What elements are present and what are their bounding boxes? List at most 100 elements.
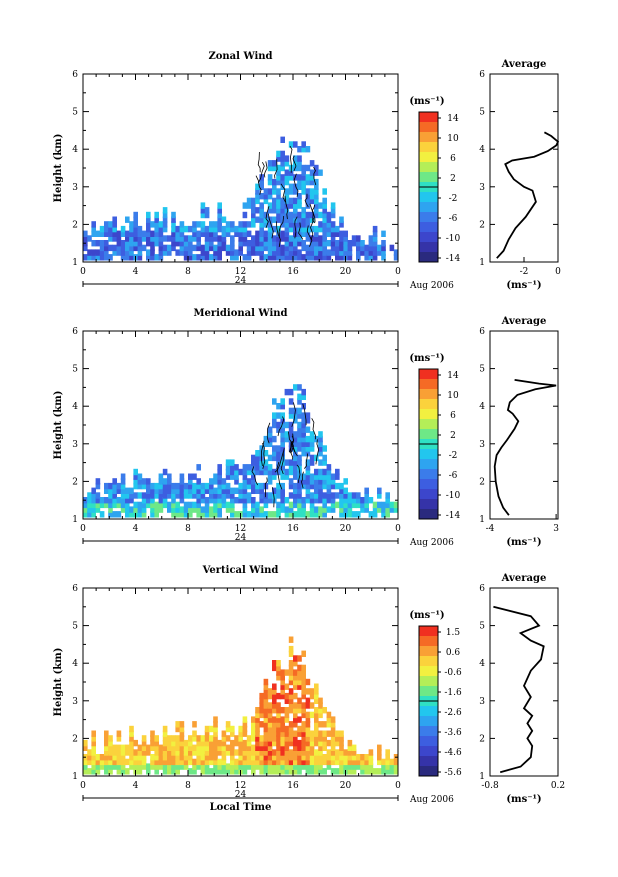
heatmap-cell <box>259 249 264 256</box>
heatmap-cell <box>179 739 185 747</box>
heatmap-cell <box>351 768 357 775</box>
heatmap-cell <box>116 768 122 775</box>
colorbar-tick-label: -2 <box>449 451 458 461</box>
heatmap-cell <box>318 763 323 770</box>
heatmap-cell <box>305 440 311 447</box>
heatmap-cell <box>242 716 248 723</box>
heatmap-cell <box>179 487 185 494</box>
heatmap-cell <box>221 754 227 761</box>
heatmap-cell <box>267 763 273 770</box>
heatmap-cell <box>162 725 168 733</box>
heatmap-cell <box>280 155 285 162</box>
heatmap-cell <box>146 211 151 219</box>
heatmap-cell <box>162 744 168 751</box>
heatmap-cell <box>158 249 164 256</box>
heatmap-cell <box>146 763 151 770</box>
heatmap-cell <box>364 506 369 513</box>
heatmap-cell <box>242 478 248 485</box>
heatmap-cell <box>209 725 214 733</box>
y-tick-label: 1 <box>72 258 78 268</box>
heatmap-cell <box>347 249 353 256</box>
heatmap-cell <box>116 730 122 737</box>
heatmap-cell <box>368 497 374 504</box>
heatmap-cell <box>272 207 277 214</box>
heatmap-cell <box>276 164 281 172</box>
heatmap-cell <box>284 716 290 723</box>
heatmap-cell <box>301 216 306 223</box>
heatmap-cell <box>276 150 281 158</box>
heatmap-cell <box>267 497 273 504</box>
heatmap-cell <box>171 749 176 756</box>
heatmap-cell <box>133 225 138 233</box>
heatmap-cell <box>330 497 336 504</box>
heatmap-cell <box>162 730 168 737</box>
heatmap-cell <box>251 497 256 504</box>
heatmap-cell <box>393 501 399 509</box>
contour-line <box>310 217 314 240</box>
heatmap-cell <box>137 244 143 252</box>
heatmap-cell <box>272 511 277 518</box>
heatmap-cell <box>225 468 231 476</box>
heatmap-cell <box>301 739 306 747</box>
heatmap-cell <box>259 183 264 190</box>
heatmap-cell <box>301 702 306 709</box>
heatmap-cell <box>385 492 390 499</box>
heatmap-cell <box>356 501 361 509</box>
heatmap-cell <box>204 725 210 733</box>
contour-line <box>262 443 266 469</box>
heatmap-cell <box>259 193 264 200</box>
heatmap-cell <box>112 511 117 518</box>
heatmap-cell <box>255 183 260 190</box>
heatmap-cell <box>322 235 327 242</box>
heatmap-cell <box>377 487 382 494</box>
heatmap-cell <box>276 468 281 476</box>
heatmap-cell <box>255 716 260 723</box>
average-title: Average <box>501 59 547 70</box>
heatmap-cell <box>280 426 285 433</box>
heatmap-cell <box>318 169 323 176</box>
heatmap-cell <box>200 749 206 756</box>
heatmap-cell <box>272 664 277 672</box>
heatmap-cell <box>171 735 176 742</box>
heatmap-cell <box>293 692 298 700</box>
heatmap-cell <box>116 487 122 494</box>
heatmap-cell <box>339 487 344 494</box>
heatmap-cell <box>259 487 264 494</box>
heatmap-cell <box>339 240 344 247</box>
heatmap-cell <box>204 244 210 252</box>
heatmap-cell <box>259 221 264 228</box>
heatmap-cell <box>217 763 222 770</box>
colorbar-swatch <box>419 676 438 687</box>
heatmap-cell <box>217 464 222 471</box>
heatmap-cell <box>213 730 218 737</box>
heatmap-cell <box>301 412 306 419</box>
average-title: Average <box>501 316 547 327</box>
heatmap-cell <box>179 225 185 233</box>
heatmap-cell <box>276 725 281 733</box>
heatmap-cell <box>288 141 294 148</box>
heatmap-cell <box>267 707 273 714</box>
heatmap-cell <box>251 487 256 494</box>
heatmap-cell <box>305 749 311 756</box>
heatmap-cell <box>175 721 180 728</box>
heatmap-cell <box>272 164 277 172</box>
heatmap-cell <box>280 744 285 751</box>
heatmap-cell <box>154 511 159 518</box>
heatmap-cell <box>150 735 155 742</box>
y-tick-label: 4 <box>72 402 78 412</box>
heatmap-cell <box>255 744 260 751</box>
heatmap-cell <box>200 744 206 751</box>
heatmap-cell <box>276 754 281 761</box>
heatmap-cell <box>284 739 290 747</box>
heatmap-cell <box>288 650 294 657</box>
heatmap-cell <box>225 749 231 756</box>
heatmap-cell <box>339 506 344 513</box>
heatmap-cell <box>263 501 269 509</box>
heatmap-cell <box>230 739 235 747</box>
heatmap-cell <box>204 249 210 256</box>
heatmap-cell <box>141 235 147 242</box>
heatmap-cell <box>259 225 264 233</box>
heatmap-cell <box>154 211 159 219</box>
